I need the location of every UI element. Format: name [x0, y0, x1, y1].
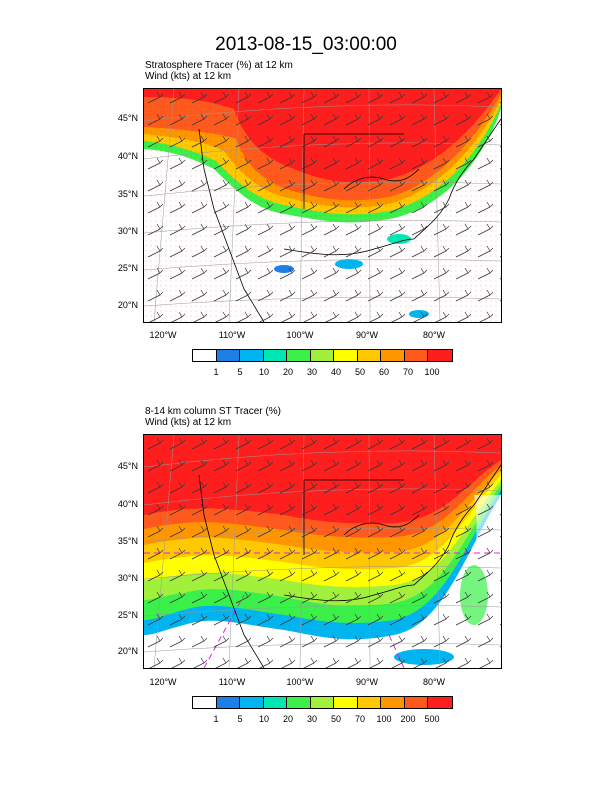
- colorbar-swatch: [216, 697, 240, 708]
- colorbar-label: 10: [258, 367, 269, 377]
- lon-tick: 80°W: [422, 677, 446, 687]
- colorbar-swatch: [404, 697, 428, 708]
- colorbar-swatch: [263, 350, 287, 361]
- panel-2-colorbar: [192, 696, 453, 709]
- colorbar-label: 10: [258, 714, 269, 724]
- colorbar-label: 100: [424, 367, 440, 377]
- colorbar-label: 500: [424, 714, 440, 724]
- colorbar-swatch: [240, 350, 264, 361]
- lat-tick: 40°N: [117, 151, 138, 161]
- lon-tick: 90°W: [355, 330, 379, 340]
- colorbar-label: 40: [330, 367, 341, 377]
- panel-1-label-line1: Stratosphere Tracer (%) at 12 km: [145, 60, 293, 71]
- colorbar-swatch: [240, 697, 264, 708]
- panel-1-label-line2: Wind (kts) at 12 km: [145, 71, 232, 82]
- colorbar-label: 100: [376, 714, 392, 724]
- colorbar-swatch: [334, 350, 358, 361]
- colorbar-swatch: [357, 350, 381, 361]
- colorbar-swatch: [216, 350, 240, 361]
- colorbar-label: 70: [402, 367, 413, 377]
- lat-tick: 35°N: [117, 189, 138, 199]
- colorbar-label: 60: [378, 367, 389, 377]
- panel-2-map: [143, 434, 502, 669]
- lon-tick: 90°W: [355, 677, 379, 687]
- lon-tick: 100°W: [286, 677, 314, 687]
- colorbar-swatch: [193, 697, 217, 708]
- colorbar-swatch: [287, 350, 311, 361]
- lat-tick: 45°N: [117, 113, 138, 123]
- lon-tick: 120°W: [149, 677, 177, 687]
- colorbar-label: 1: [213, 367, 219, 377]
- colorbar-swatch: [287, 697, 311, 708]
- colorbar-label: 30: [306, 367, 317, 377]
- colorbar-swatch: [310, 350, 334, 361]
- colorbar-label: 20: [282, 367, 293, 377]
- colorbar-label: 5: [237, 714, 243, 724]
- lat-tick: 25°N: [117, 263, 138, 273]
- lon-tick: 110°W: [218, 677, 246, 687]
- colorbar-label: 50: [354, 367, 365, 377]
- lon-tick: 100°W: [286, 330, 314, 340]
- colorbar-swatch: [428, 697, 452, 708]
- colorbar-label: 1: [213, 714, 219, 724]
- panel-1-colorbar: [192, 349, 453, 362]
- lat-tick: 30°N: [117, 226, 138, 236]
- colorbar-swatch: [428, 350, 452, 361]
- colorbar-label: 20: [282, 714, 293, 724]
- lon-tick: 120°W: [149, 330, 177, 340]
- colorbar-label: 30: [306, 714, 317, 724]
- lat-tick: 45°N: [117, 461, 138, 471]
- colorbar-swatch: [310, 697, 334, 708]
- colorbar-swatch: [357, 697, 381, 708]
- lat-tick: 35°N: [117, 536, 138, 546]
- colorbar-label: 70: [354, 714, 365, 724]
- panel-2-label-line1: 8-14 km column ST Tracer (%): [145, 406, 281, 417]
- colorbar-label: 200: [400, 714, 416, 724]
- colorbar-label: 5: [237, 367, 243, 377]
- lat-tick: 40°N: [117, 499, 138, 509]
- colorbar-swatch: [193, 350, 217, 361]
- colorbar-swatch: [404, 350, 428, 361]
- panel-1-map: [143, 88, 502, 323]
- colorbar-swatch: [381, 697, 405, 708]
- panel-2-map-graphic: [144, 435, 501, 668]
- lat-tick: 25°N: [117, 610, 138, 620]
- lat-tick: 20°N: [117, 646, 138, 656]
- colorbar-swatch: [334, 697, 358, 708]
- panel-1-map-graphic: [144, 89, 501, 322]
- colorbar-swatch: [263, 697, 287, 708]
- lat-tick: 30°N: [117, 573, 138, 583]
- main-title: 2013-08-15_03:00:00: [215, 34, 397, 55]
- colorbar-swatch: [381, 350, 405, 361]
- panel-2-label-line2: Wind (kts) at 12 km: [145, 417, 232, 428]
- lon-tick: 110°W: [218, 330, 246, 340]
- lat-tick: 20°N: [117, 300, 138, 310]
- colorbar-label: 50: [330, 714, 341, 724]
- lon-tick: 80°W: [422, 330, 446, 340]
